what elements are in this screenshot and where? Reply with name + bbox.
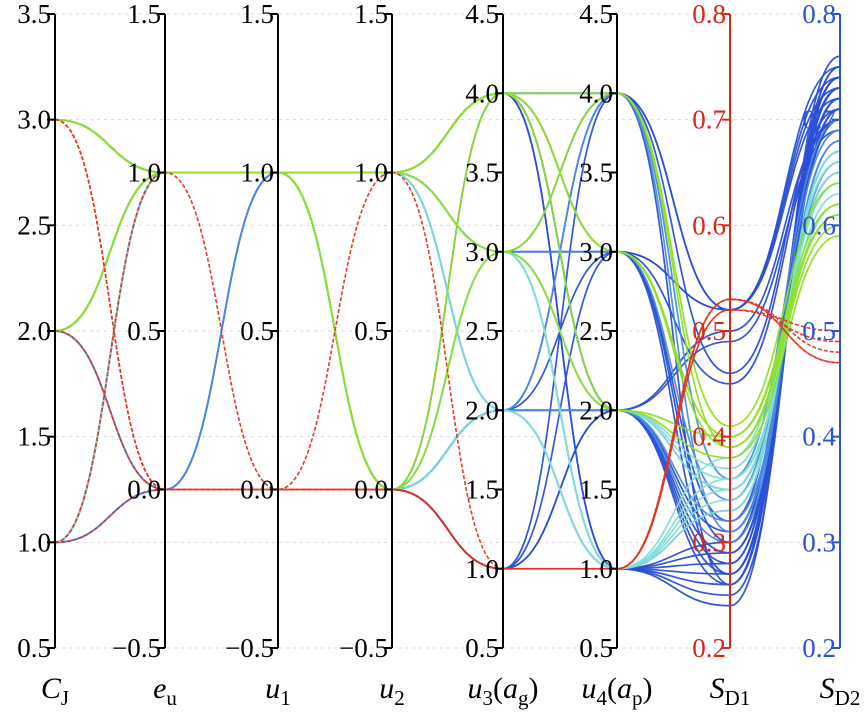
tick-label-u4: 1.5 (579, 475, 613, 505)
axis-label-SD2: SD2 (820, 672, 861, 710)
tick-label-eu: 1.0 (127, 158, 161, 188)
tick-label-SD1: 0.4 (692, 422, 726, 452)
tick-label-SD1: 0.7 (692, 105, 726, 135)
tick-label-CJ: 3.0 (17, 105, 51, 135)
tick-label-u4: 2.0 (579, 395, 613, 425)
tick-label-u2: −0.5 (339, 633, 388, 663)
axis-label-u1: u1 (265, 672, 291, 710)
tick-label-u3: 2.0 (465, 395, 499, 425)
data-line (54, 108, 841, 597)
axis-label-u2: u2 (379, 672, 405, 710)
tick-label-u3: 2.5 (465, 316, 499, 346)
tick-label-SD2: 0.2 (802, 633, 836, 663)
tick-label-u3: 3.0 (465, 237, 499, 267)
data-line (54, 92, 841, 449)
tick-label-u4: 4.5 (579, 0, 613, 29)
tick-label-u2: 1.5 (354, 0, 388, 29)
tick-label-u3: 4.0 (465, 78, 499, 108)
tick-label-SD2: 0.5 (802, 316, 836, 346)
tick-label-u3: 1.5 (465, 475, 499, 505)
tick-label-SD2: 0.8 (802, 0, 836, 29)
tick-label-SD1: 0.5 (692, 316, 726, 346)
tick-label-CJ: 3.5 (17, 0, 51, 29)
tick-label-u2: 0.5 (354, 316, 388, 346)
data-line (54, 65, 841, 311)
tick-label-CJ: 1.0 (17, 527, 51, 557)
tick-label-CJ: 2.5 (17, 210, 51, 240)
tick-label-u1: 1.5 (240, 0, 274, 29)
data-line (54, 298, 841, 570)
tick-label-u4: 1.0 (579, 554, 613, 584)
tick-label-u3: 0.5 (465, 633, 499, 663)
tick-label-CJ: 1.5 (17, 422, 51, 452)
tick-label-eu: 0.5 (127, 316, 161, 346)
tick-label-u3: 4.5 (465, 0, 499, 29)
axis-label-SD1: SD1 (710, 672, 751, 710)
tick-label-u4: 0.5 (579, 633, 613, 663)
tick-label-u4: 3.5 (579, 158, 613, 188)
tick-label-eu: 0.0 (127, 475, 161, 505)
lines-layer (54, 55, 841, 607)
tick-label-u1: 1.0 (240, 158, 274, 188)
tick-label-u4: 3.0 (579, 237, 613, 267)
tick-label-eu: −0.5 (112, 633, 161, 663)
tick-label-u3: 3.5 (465, 158, 499, 188)
tick-label-u1: 0.5 (240, 316, 274, 346)
tick-label-SD2: 0.3 (802, 527, 836, 557)
tick-label-CJ: 0.5 (17, 633, 51, 663)
tick-label-SD1: 0.8 (692, 0, 726, 29)
tick-label-u3: 1.0 (465, 554, 499, 584)
tick-label-u2: 0.0 (354, 475, 388, 505)
tick-label-SD1: 0.6 (692, 210, 726, 240)
axis-label-eu: eu (153, 672, 177, 710)
data-line (54, 92, 841, 449)
tick-label-CJ: 2.0 (17, 316, 51, 346)
tick-label-SD1: 0.2 (692, 633, 726, 663)
tick-label-eu: 1.5 (127, 0, 161, 29)
tick-label-u4: 4.0 (579, 78, 613, 108)
data-line (54, 171, 841, 570)
tick-label-SD2: 0.7 (802, 105, 836, 135)
data-line (54, 92, 841, 412)
data-line (54, 92, 841, 438)
tick-label-SD2: 0.6 (802, 210, 836, 240)
tick-label-u4: 2.5 (579, 316, 613, 346)
axis-label-u3: u3(ag) (468, 672, 539, 710)
tick-label-SD2: 0.4 (802, 422, 836, 452)
axis-label-CJ: CJ (41, 672, 69, 710)
axes-layer: 0.5 1.0 1.5 2.0 2.5 3.0 3.5 CJ −0.5 0.0 0.5 1.0 1.5 e… (17, 0, 860, 710)
tick-label-u2: 1.0 (354, 158, 388, 188)
grid-layer (55, 13, 840, 649)
tick-label-SD1: 0.3 (692, 527, 726, 557)
tick-label-u1: −0.5 (225, 633, 274, 663)
axis-label-u4: u4(ap) (582, 672, 653, 710)
tick-label-u1: 0.0 (240, 475, 274, 505)
